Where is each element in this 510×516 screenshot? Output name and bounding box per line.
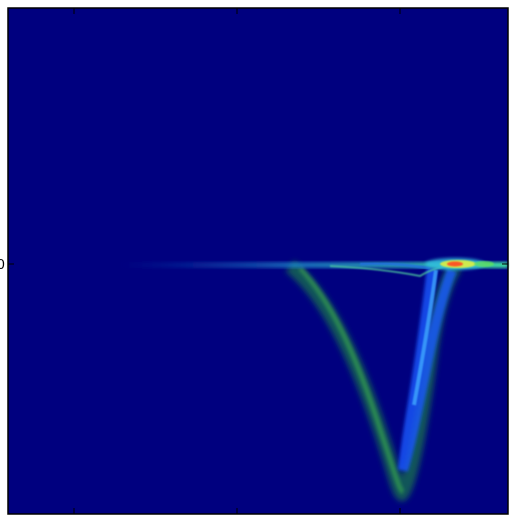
hot-spot	[425, 258, 494, 270]
tick-marks	[8, 8, 508, 514]
y-tick-label: 0	[0, 258, 5, 273]
narrow-dip-trace	[398, 267, 457, 472]
horizontal-band	[120, 262, 508, 268]
heatmap-layer	[120, 258, 508, 502]
axes-frame	[7, 7, 509, 515]
